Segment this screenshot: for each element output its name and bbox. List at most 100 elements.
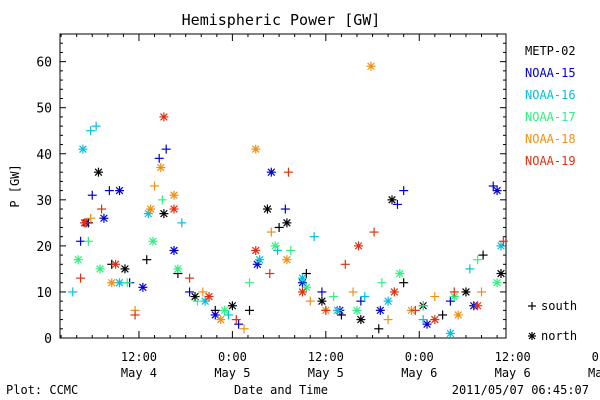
x-axis-ticks: 12:00 May 4 0:00 May 5 12:00 May 5 0:00 May 6 12… [60, 34, 600, 380]
data-point [297, 273, 307, 283]
data-point [146, 204, 156, 214]
data-point [383, 315, 393, 325]
data-point [266, 227, 276, 237]
x-axis-label: Date and Time [234, 383, 328, 397]
data-point [255, 255, 265, 265]
data-point [418, 301, 428, 311]
data-point [115, 278, 124, 288]
footer-timestamp: 2011/05/07 06:45:07 [452, 383, 589, 397]
data-point [422, 319, 432, 329]
data-point [87, 190, 97, 200]
data-point [198, 287, 208, 297]
data-point [245, 278, 255, 288]
data-point [83, 236, 93, 246]
data-point [192, 296, 202, 306]
data-point [251, 144, 261, 154]
x-tick-date-label: May 7 [588, 366, 600, 380]
data-point [251, 245, 261, 255]
data-point [142, 255, 152, 265]
data-point [329, 292, 339, 302]
data-point [377, 278, 387, 288]
data-point [399, 278, 409, 288]
x-tick-date-label: May 5 [214, 366, 250, 380]
data-point [157, 195, 167, 205]
data-point [286, 245, 296, 255]
data-point [369, 227, 379, 237]
data-point [161, 144, 171, 154]
data-point [438, 310, 448, 320]
data-point [317, 296, 327, 306]
y-tick-label: 60 [36, 56, 52, 71]
data-point [321, 305, 331, 315]
legend-item: NOAA-15 [525, 66, 576, 80]
y-tick-label: 10 [36, 286, 52, 301]
data-point [185, 273, 195, 283]
data-point [169, 204, 179, 214]
data-point [154, 153, 164, 163]
x-tick-time-label: 12:00 [308, 350, 344, 364]
footer-source: Plot: CCMC [6, 383, 78, 397]
data-point [107, 278, 117, 288]
data-point [392, 199, 402, 209]
data-points [68, 61, 508, 338]
data-point [73, 255, 83, 265]
data-point [173, 264, 183, 274]
data-point [169, 190, 179, 200]
data-point [239, 324, 249, 334]
data-point [492, 186, 502, 196]
data-point [274, 222, 284, 232]
data-point [93, 167, 103, 177]
data-point [445, 296, 455, 306]
y-tick-label: 20 [36, 240, 52, 255]
data-point [115, 186, 124, 196]
data-point [374, 324, 384, 334]
data-point [266, 167, 276, 177]
data-point [354, 241, 364, 251]
data-point [301, 269, 311, 279]
data-point [99, 213, 109, 223]
y-tick-label: 0 [44, 332, 52, 347]
data-point [333, 305, 342, 315]
data-point [366, 61, 376, 71]
data-point [224, 310, 233, 320]
data-point [492, 278, 502, 288]
plot-frame [59, 33, 507, 339]
marker-legend-label: north [541, 329, 577, 343]
data-point [159, 209, 169, 219]
data-point [375, 305, 385, 315]
data-point [389, 287, 399, 297]
data-point [122, 278, 132, 288]
data-point [97, 204, 107, 214]
marker-legend: south north [528, 299, 577, 343]
data-point [227, 301, 237, 311]
marker-legend-symbol [528, 332, 536, 340]
data-point [395, 269, 405, 279]
data-point [488, 181, 498, 191]
data-point [453, 310, 463, 320]
data-point [91, 121, 101, 131]
data-point [120, 264, 130, 274]
data-point [410, 305, 420, 315]
data-point [265, 269, 275, 279]
data-point [190, 292, 200, 302]
data-point [478, 250, 488, 260]
y-tick-label: 40 [36, 148, 52, 163]
data-point [283, 167, 293, 177]
data-point [305, 296, 315, 306]
data-point [383, 296, 393, 306]
data-point [309, 232, 319, 242]
data-point [185, 287, 195, 297]
data-point [76, 236, 86, 246]
data-point [76, 273, 86, 283]
data-point [317, 287, 327, 297]
x-tick-time-label: 0:00 [592, 350, 600, 364]
data-point [270, 241, 280, 251]
data-point [78, 144, 88, 154]
x-tick-time-label: 12:00 [121, 350, 157, 364]
data-point [159, 112, 169, 122]
data-point [418, 315, 428, 325]
x-tick-time-label: 0:00 [405, 350, 434, 364]
data-point [498, 236, 508, 246]
data-point [465, 264, 475, 274]
